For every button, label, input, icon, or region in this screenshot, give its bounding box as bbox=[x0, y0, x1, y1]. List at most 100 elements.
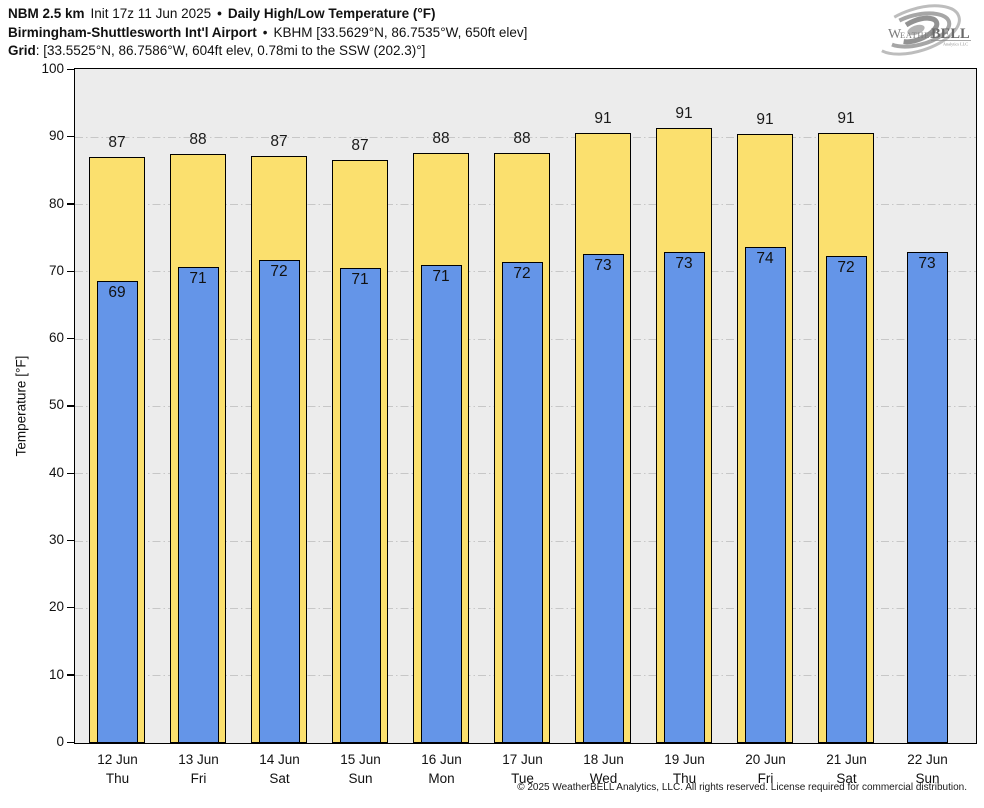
high-value-label: 87 bbox=[351, 137, 369, 155]
high-value-label: 88 bbox=[513, 129, 531, 147]
x-tick-date: 21 Jun bbox=[826, 752, 867, 767]
y-tick-mark bbox=[67, 741, 74, 744]
x-tick-date: 16 Jun bbox=[421, 752, 462, 767]
x-tick-weekday: Mon bbox=[428, 771, 455, 786]
init-time: Init 17z 11 Jun 2025 bbox=[90, 6, 212, 21]
bullet-separator: • bbox=[217, 6, 222, 21]
x-tick-date: 17 Jun bbox=[502, 752, 543, 767]
bullet-separator: • bbox=[262, 24, 268, 40]
low-value-label: 74 bbox=[756, 250, 774, 267]
low-temp-bar: 74 bbox=[744, 247, 786, 743]
high-value-label: 91 bbox=[594, 110, 612, 128]
y-tick-label-90: 90 bbox=[48, 128, 64, 144]
high-value-label: 87 bbox=[108, 133, 126, 151]
y-tick-label-40: 40 bbox=[48, 464, 64, 480]
copyright-notice: © 2025 WeatherBELL Analytics, LLC. All r… bbox=[517, 782, 967, 793]
chart-header: NBM 2.5 km Init 17z 11 Jun 2025 • Daily Hig… bbox=[8, 5, 527, 61]
y-tick-mark bbox=[67, 405, 74, 407]
hurricane-swirl-icon bbox=[873, 4, 961, 56]
station-name: Birmingham-Shuttlesworth Int'l Airport bbox=[8, 24, 257, 40]
x-tick-label: 17 Jun Tue bbox=[482, 750, 563, 788]
weatherbell-logo: W EATHER BELL Analytics LLC bbox=[873, 4, 971, 56]
logo-text-w: W bbox=[888, 27, 902, 42]
low-temp-bar: 73 bbox=[906, 252, 948, 743]
x-tick-label: 19 Jun Thu bbox=[644, 750, 725, 788]
x-tick-weekday: Fri bbox=[190, 771, 207, 786]
y-tick-mark bbox=[67, 607, 74, 609]
low-value-label: 73 bbox=[675, 254, 693, 272]
x-tick-date: 22 Jun bbox=[907, 752, 948, 767]
low-value-label: 69 bbox=[108, 283, 126, 301]
x-tick-label: 18 Jun Wed bbox=[563, 750, 644, 788]
x-tick-weekday: Thu bbox=[105, 771, 130, 786]
y-tick-mark bbox=[67, 539, 74, 542]
station-details: KBHM [33.5629°N, 86.7535°W, 650ft elev] bbox=[273, 24, 528, 40]
x-tick-weekday: Sun bbox=[915, 771, 940, 786]
x-tick-label: 21 Jun Sat bbox=[806, 750, 887, 788]
x-tick-label: 16 Jun Mon bbox=[401, 750, 482, 788]
x-tick-weekday: Sat bbox=[269, 771, 290, 786]
y-tick-mark bbox=[67, 136, 74, 138]
y-tick-label-100: 100 bbox=[41, 60, 64, 76]
plot-area: 87 69 88 71 87 72 87 71 88 71 88 72 91 73 91 73 91 74 91 72… bbox=[74, 68, 977, 744]
x-tick-date: 20 Jun bbox=[745, 752, 786, 767]
gridline-90 bbox=[75, 136, 976, 138]
y-tick-label-0: 0 bbox=[56, 733, 64, 749]
low-temp-bar: 72 bbox=[825, 255, 867, 743]
x-tick-label: 13 Jun Fri bbox=[158, 750, 239, 788]
y-tick-label-30: 30 bbox=[48, 532, 64, 547]
low-value-label: 72 bbox=[513, 264, 531, 282]
header-line-3: Grid: [33.5525°N, 86.7586°W, 604ft elev,… bbox=[8, 42, 527, 61]
high-value-label: 88 bbox=[432, 130, 450, 148]
y-tick-label-10: 10 bbox=[48, 666, 64, 682]
x-tick-date: 18 Jun bbox=[583, 752, 624, 767]
y-tick-mark bbox=[67, 337, 74, 340]
x-tick-label: 15 Jun Sun bbox=[320, 750, 401, 788]
low-value-label: 73 bbox=[918, 255, 936, 273]
low-value-label: 72 bbox=[270, 263, 288, 281]
low-temp-bar: 69 bbox=[96, 280, 138, 743]
y-tick-label-50: 50 bbox=[48, 397, 64, 413]
logo-text-eather: EATHER bbox=[900, 30, 936, 40]
low-value-label: 72 bbox=[837, 258, 855, 276]
x-tick-label: 14 Jun Sat bbox=[239, 750, 320, 788]
y-tick-label-80: 80 bbox=[48, 195, 64, 211]
x-tick-date: 12 Jun bbox=[97, 752, 138, 767]
x-tick-weekday: Thu bbox=[672, 771, 697, 786]
x-tick-weekday: Wed bbox=[589, 771, 618, 786]
low-value-label: 71 bbox=[432, 268, 450, 286]
high-value-label: 91 bbox=[837, 109, 855, 127]
low-temp-bar: 71 bbox=[339, 267, 381, 743]
header-line-1: NBM 2.5 km Init 17z 11 Jun 2025 • Daily Hig… bbox=[8, 5, 527, 24]
model-name: NBM 2.5 km bbox=[8, 6, 85, 21]
y-tick-mark bbox=[67, 270, 74, 272]
low-value-label: 73 bbox=[594, 257, 612, 275]
x-tick-weekday: Sat bbox=[836, 771, 857, 786]
high-value-label: 91 bbox=[675, 104, 693, 122]
high-value-label: 87 bbox=[270, 133, 288, 151]
y-tick-label-60: 60 bbox=[48, 330, 64, 346]
grid-label: Grid bbox=[8, 43, 36, 58]
y-tick-label-20: 20 bbox=[48, 599, 64, 615]
x-tick-weekday: Sun bbox=[348, 771, 373, 786]
x-tick-date: 15 Jun bbox=[340, 752, 381, 767]
x-tick-label: 20 Jun Fri bbox=[725, 750, 806, 788]
low-temp-bar: 73 bbox=[663, 251, 705, 743]
logo-subtext: Analytics LLC bbox=[943, 42, 968, 47]
x-axis: 12 Jun Thu 13 Jun Fri 14 Jun Sat 15 Jun Sun 16 J… bbox=[77, 750, 968, 788]
x-tick-date: 19 Jun bbox=[664, 752, 705, 767]
y-tick-mark bbox=[67, 674, 74, 676]
low-temp-bar: 71 bbox=[177, 266, 219, 743]
high-value-label: 88 bbox=[189, 131, 207, 149]
low-temp-bar: 73 bbox=[582, 254, 624, 743]
high-value-label: 91 bbox=[756, 110, 774, 128]
x-tick-weekday: Fri bbox=[757, 771, 774, 786]
logo-text-bell: BELL bbox=[931, 26, 970, 42]
low-value-label: 71 bbox=[189, 269, 207, 287]
x-tick-label: 12 Jun Thu bbox=[77, 750, 158, 788]
y-tick-mark bbox=[67, 472, 74, 474]
y-tick-mark bbox=[67, 203, 74, 205]
grid-details: : [33.5525°N, 86.7586°W, 604ft elev, 0.7… bbox=[35, 43, 426, 58]
low-value-label: 71 bbox=[351, 270, 369, 288]
